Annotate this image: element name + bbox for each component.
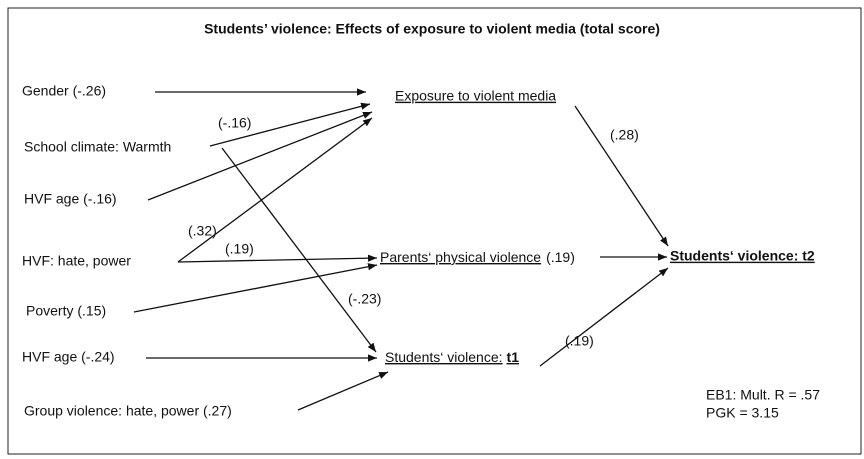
predictor: Gender (-.26) bbox=[22, 83, 106, 99]
mediator-coef: (.19) bbox=[546, 249, 575, 265]
predictor: HVF age (-.24) bbox=[22, 349, 115, 365]
arrow bbox=[177, 117, 373, 263]
coefficient: (.19) bbox=[225, 241, 254, 257]
predictor: Group violence: hate, power (.27) bbox=[24, 403, 232, 419]
predictor: HVF age (-.16) bbox=[24, 191, 117, 207]
arrow bbox=[297, 371, 389, 411]
mediator-label: Parents‘ physical violence bbox=[380, 249, 541, 265]
mediator: Students‘ violence: t1 bbox=[385, 349, 519, 365]
coefficient: (.28) bbox=[610, 127, 639, 143]
title: Students’ violence: Effects of exposure … bbox=[204, 21, 660, 37]
mediator: Parents‘ physical violence (.19) bbox=[380, 249, 575, 265]
coefficient: (.32) bbox=[188, 223, 217, 239]
predictor: School climate: Warmth bbox=[24, 139, 171, 155]
note: EB1: Mult. R = .57 bbox=[706, 387, 820, 403]
coefficient: (.19) bbox=[565, 333, 594, 349]
coefficient: (-.16) bbox=[218, 115, 251, 131]
arrow bbox=[209, 102, 371, 147]
coefficient: (-.23) bbox=[348, 291, 381, 307]
outcome: Students‘ violence: t2 bbox=[670, 248, 815, 264]
frame bbox=[7, 7, 862, 455]
mediator-time: t1 bbox=[507, 349, 520, 365]
mediator: Exposure to violent media bbox=[395, 88, 556, 104]
predictor: HVF: hate, power bbox=[22, 253, 131, 269]
arrow bbox=[147, 111, 373, 201]
arrow bbox=[133, 263, 378, 313]
arrow bbox=[539, 267, 669, 367]
mediator-label: Students‘ violence: bbox=[385, 349, 503, 365]
arrows bbox=[133, 88, 669, 411]
arrow bbox=[574, 105, 669, 247]
predictor: Poverty (.15) bbox=[26, 303, 106, 319]
note: PGK = 3.15 bbox=[706, 405, 779, 421]
arrow bbox=[177, 254, 378, 263]
arrow bbox=[221, 147, 377, 353]
